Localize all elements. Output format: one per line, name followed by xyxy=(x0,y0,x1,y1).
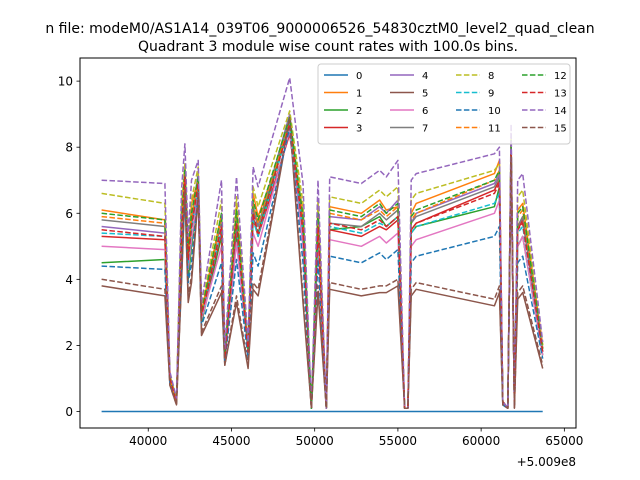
legend-label-7: 7 xyxy=(422,124,428,135)
legend-box xyxy=(317,63,571,145)
series-line-12 xyxy=(101,116,544,409)
x-tick-label: 50000 xyxy=(296,434,334,448)
y-tick-label: 8 xyxy=(65,141,73,155)
y-tick-label: 6 xyxy=(65,207,73,221)
series-line-7 xyxy=(101,116,544,409)
legend-label-1: 1 xyxy=(356,89,362,100)
series-line-6 xyxy=(101,129,544,409)
legend-label-9: 9 xyxy=(488,89,494,100)
legend-label-2: 2 xyxy=(356,106,362,117)
series-line-10 xyxy=(101,126,544,409)
legend-label-5: 5 xyxy=(422,89,428,100)
legend-label-10: 10 xyxy=(488,106,501,117)
legend-label-6: 6 xyxy=(422,106,428,117)
series-line-15 xyxy=(101,116,544,409)
legend-label-14: 14 xyxy=(554,106,567,117)
legend-label-12: 12 xyxy=(554,71,567,82)
x-offset-text: +5.009e8 xyxy=(517,455,576,469)
x-tick-label: 55000 xyxy=(379,434,417,448)
legend-label-13: 13 xyxy=(554,89,567,100)
x-tick-label: 40000 xyxy=(129,434,167,448)
series-line-14 xyxy=(101,77,544,409)
series-layer xyxy=(101,77,544,413)
series-line-13 xyxy=(101,123,544,409)
plot-frame xyxy=(79,57,577,429)
x-axis: 40000 45000 50000 55000 60000 65000 xyxy=(129,428,583,448)
series-line-8 xyxy=(101,110,544,409)
y-tick-label: 0 xyxy=(65,405,73,419)
x-tick-label: 60000 xyxy=(462,434,500,448)
legend-label-4: 4 xyxy=(422,71,428,82)
y-axis: 0 2 4 6 8 10 xyxy=(58,75,80,419)
series-line-1 xyxy=(101,126,544,409)
legend-label-0: 0 xyxy=(356,71,362,82)
x-tick-label: 65000 xyxy=(545,434,583,448)
series-line-2 xyxy=(101,116,544,409)
y-tick-label: 2 xyxy=(65,339,73,353)
chart-title: Quadrant 3 module wise count rates with … xyxy=(138,39,518,55)
legend-label-3: 3 xyxy=(356,124,362,135)
y-tick-label: 10 xyxy=(58,75,73,89)
chart-suptitle: n file: modeM0/AS1A14_039T06_9000006526_… xyxy=(45,21,594,37)
x-tick-label: 45000 xyxy=(212,434,250,448)
legend-label-8: 8 xyxy=(488,71,494,82)
legend-label-15: 15 xyxy=(554,124,567,135)
legend-label-11: 11 xyxy=(488,124,501,135)
y-tick-label: 4 xyxy=(65,273,73,287)
